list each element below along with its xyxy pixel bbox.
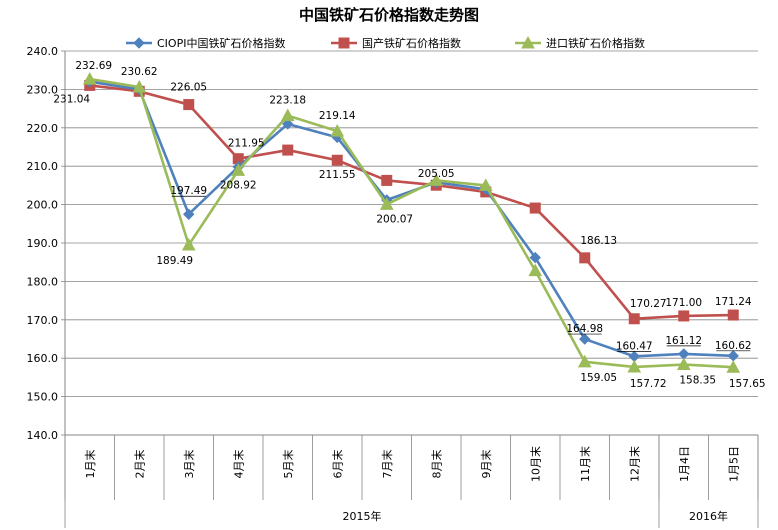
y-tick-label: 240.0 xyxy=(27,45,59,58)
x-tick-label: 1月4日 xyxy=(678,446,691,482)
y-tick-label: 190.0 xyxy=(27,237,59,250)
data-labels: 197.49 164.98 160.47 161.12 160.62 231.04 226.… xyxy=(53,60,765,390)
data-label: 211.95 xyxy=(228,138,265,150)
square-marker xyxy=(338,37,350,49)
square-marker xyxy=(331,154,343,166)
triangle-marker xyxy=(379,197,394,210)
data-label: 197.49 xyxy=(170,185,207,197)
data-label: 226.05 xyxy=(170,82,207,94)
triangle-marker xyxy=(82,72,97,85)
x-tick-label: 12月末 xyxy=(627,446,641,482)
grid xyxy=(65,50,758,398)
data-label: 157.72 xyxy=(630,378,667,390)
diamond-marker xyxy=(282,118,294,130)
y-tick-label: 210.0 xyxy=(27,160,59,173)
diamond-marker xyxy=(529,251,541,264)
data-label: 200.07 xyxy=(376,213,413,225)
triangle-marker xyxy=(577,354,592,368)
x-tick-label: 8月末 xyxy=(429,450,443,479)
x-tick-label: 1月末 xyxy=(83,450,97,479)
data-label: 157.65 xyxy=(729,378,766,390)
triangle-marker xyxy=(478,178,493,191)
square-marker xyxy=(529,202,541,214)
square-marker xyxy=(381,174,393,186)
x-tick-label: 4月末 xyxy=(231,450,245,479)
square-marker xyxy=(727,309,739,321)
legend: CIOPI中国铁矿石价格指数 国产铁矿石价格指数 进口铁矿石价格指数 xyxy=(126,35,645,50)
data-label: 171.00 xyxy=(665,297,702,309)
triangle-marker xyxy=(280,108,295,122)
diamond-marker xyxy=(579,333,591,345)
data-label: 160.47 xyxy=(616,340,653,352)
y-tick-label: 140.0 xyxy=(27,429,59,442)
x-tick-label: 5月末 xyxy=(281,450,295,479)
chart-title: 中国铁矿石价格指数走势图 xyxy=(299,6,479,24)
group-label: 2015年 xyxy=(343,509,382,523)
triangle-marker xyxy=(330,124,345,137)
y-tick-label: 150.0 xyxy=(27,391,59,404)
square-marker xyxy=(678,310,690,322)
x-tick-label: 6月末 xyxy=(330,450,344,479)
y-tick-label: 220.0 xyxy=(27,122,59,135)
diamond-marker xyxy=(628,350,640,363)
group-label: 2016年 xyxy=(689,509,728,523)
legend-label: 国产铁矿石价格指数 xyxy=(362,36,461,50)
data-label: 208.92 xyxy=(220,179,257,191)
x-tick-label: 7月末 xyxy=(380,450,394,479)
diamond-marker xyxy=(183,208,195,220)
data-label: 186.13 xyxy=(580,235,617,247)
triangle-marker xyxy=(627,359,642,373)
data-label: 223.18 xyxy=(269,95,306,107)
data-label: 211.55 xyxy=(319,169,356,181)
series-layer xyxy=(82,72,741,373)
series-line xyxy=(89,84,734,321)
y-tick-label: 170.0 xyxy=(27,314,59,327)
data-label: 160.62 xyxy=(715,340,752,352)
data-label: 171.24 xyxy=(715,296,752,308)
y-tick-label: 180.0 xyxy=(27,275,59,288)
triangle-marker xyxy=(429,173,444,186)
square-marker xyxy=(282,144,294,156)
diamond-marker xyxy=(727,350,739,362)
data-label: 232.69 xyxy=(75,60,112,72)
triangle-marker xyxy=(181,237,196,251)
triangle-marker xyxy=(528,263,543,277)
x-tick-label: 3月末 xyxy=(182,450,196,479)
data-label: 164.98 xyxy=(566,323,603,335)
x-tick-label: 11月末 xyxy=(578,446,592,482)
x-tick-label: 1月5日 xyxy=(727,446,740,482)
y-tick-label: 230.0 xyxy=(27,83,59,96)
data-label: 230.62 xyxy=(121,66,158,78)
diamond-marker xyxy=(133,37,145,49)
x-tick-label: 10月末 xyxy=(528,446,542,482)
data-label: 189.49 xyxy=(156,255,193,267)
data-label: 231.04 xyxy=(53,93,90,105)
square-marker xyxy=(628,313,640,325)
data-label: 205.05 xyxy=(418,168,455,180)
data-label: 170.27 xyxy=(630,298,667,310)
data-label: 219.14 xyxy=(319,110,356,122)
x-tick-label: 2月末 xyxy=(132,450,146,479)
triangle-marker xyxy=(132,79,147,93)
y-tick-label: 200.0 xyxy=(27,199,59,212)
triangle-marker xyxy=(676,357,691,371)
axes: 140.0 150.0 160.0 170.0 180.0 190.0 200.0 210.0… xyxy=(27,45,759,528)
legend-label: 进口铁矿石价格指数 xyxy=(546,36,645,50)
series-line xyxy=(89,77,734,369)
data-label: 161.12 xyxy=(665,335,702,347)
triangle-marker xyxy=(726,360,741,373)
y-tick-label: 160.0 xyxy=(27,352,59,365)
diamond-marker xyxy=(678,348,690,360)
triangle-marker xyxy=(231,163,246,176)
data-label: 158.35 xyxy=(679,375,716,387)
square-marker xyxy=(183,99,195,111)
square-marker xyxy=(579,252,591,264)
x-tick-label: 9月末 xyxy=(479,450,493,479)
legend-label: CIOPI中国铁矿石价格指数 xyxy=(157,36,285,50)
triangle-marker xyxy=(521,35,535,49)
data-label: 159.05 xyxy=(580,372,617,384)
